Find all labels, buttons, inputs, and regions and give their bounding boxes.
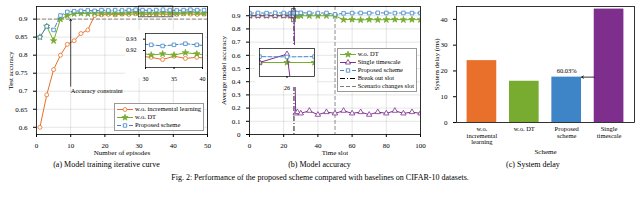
svg-text:Proposedscheme: Proposedscheme xyxy=(555,125,580,139)
svg-text:0.1: 0.1 xyxy=(232,118,241,126)
html-text:Fig. 2: Performance of the pro: Fig. 2: Performance of the proposed sche… xyxy=(171,173,469,182)
svg-text:Singletimescale: Singletimescale xyxy=(597,125,622,139)
html-text:Single timescale: Single timescale xyxy=(357,58,401,65)
svg-text:0.8: 0.8 xyxy=(232,25,241,33)
svg-text:60: 60 xyxy=(349,142,357,150)
svg-text:0: 0 xyxy=(35,142,39,150)
html-text:(b) Model accuracy: (b) Model accuracy xyxy=(288,160,351,169)
svg-text:0: 0 xyxy=(237,131,241,139)
svg-text:0.75: 0.75 xyxy=(15,69,28,77)
svg-text:10: 10 xyxy=(441,93,449,101)
svg-text:0.7: 0.7 xyxy=(19,87,28,95)
svg-text:0.2: 0.2 xyxy=(232,104,241,112)
svg-text:30: 30 xyxy=(135,142,143,151)
svg-text:0.6: 0.6 xyxy=(19,124,28,132)
svg-text:Average model accuracy: Average model accuracy xyxy=(220,35,228,105)
html-text:w.o. DT: w.o. DT xyxy=(357,50,379,57)
html-text:Scenario changes slot: Scenario changes slot xyxy=(357,82,414,89)
svg-text:0.4: 0.4 xyxy=(232,78,241,86)
svg-text:0.92: 0.92 xyxy=(126,47,137,53)
svg-text:20: 20 xyxy=(441,67,449,75)
svg-text:0.9: 0.9 xyxy=(19,15,28,23)
html-text:Proposed scheme: Proposed scheme xyxy=(357,66,403,73)
svg-text:30: 30 xyxy=(441,41,449,49)
svg-text:Scheme: Scheme xyxy=(534,148,556,156)
html-text:(a) Model training iterative c: (a) Model training iterative curve xyxy=(53,160,160,169)
svg-text:0.7: 0.7 xyxy=(232,38,241,46)
svg-text:100: 100 xyxy=(415,142,426,150)
svg-text:40: 40 xyxy=(200,76,206,82)
html-text:w.o. DT: w.o. DT xyxy=(135,113,157,120)
svg-text:60.03%: 60.03% xyxy=(557,67,578,74)
svg-text:w.o.incrementallearning: w.o.incrementallearning xyxy=(467,125,498,145)
html-text:w.o. incremental learning: w.o. incremental learning xyxy=(135,105,201,112)
svg-text:10: 10 xyxy=(67,142,75,150)
svg-text:0.93: 0.93 xyxy=(126,36,137,42)
svg-text:40: 40 xyxy=(170,142,178,150)
svg-text:Number of episodes: Number of episodes xyxy=(94,149,151,157)
svg-text:0.9: 0.9 xyxy=(232,12,241,20)
svg-text:30: 30 xyxy=(143,76,149,82)
svg-text:Test accuracy: Test accuracy xyxy=(7,51,15,90)
html-text:Break out slot: Break out slot xyxy=(357,74,395,81)
svg-text:20: 20 xyxy=(101,142,109,151)
svg-text:50: 50 xyxy=(204,142,212,150)
html-text:Proposed scheme: Proposed scheme xyxy=(135,121,181,128)
svg-text:w.o. DT: w.o. DT xyxy=(514,125,535,132)
svg-text:0.65: 0.65 xyxy=(15,106,28,114)
svg-text:0: 0 xyxy=(248,142,252,150)
svg-text:0.8: 0.8 xyxy=(19,51,28,59)
svg-text:0: 0 xyxy=(444,119,448,127)
svg-text:0.5: 0.5 xyxy=(232,65,241,73)
svg-text:20: 20 xyxy=(280,142,288,150)
svg-text:Accuracy constraint: Accuracy constraint xyxy=(71,87,123,94)
svg-text:0.85: 0.85 xyxy=(15,33,28,41)
svg-text:Time slot: Time slot xyxy=(322,149,348,157)
svg-text:0.3: 0.3 xyxy=(232,91,241,99)
svg-text:26: 26 xyxy=(284,85,290,91)
svg-text:40: 40 xyxy=(314,142,322,150)
svg-text:0.6: 0.6 xyxy=(232,52,241,60)
svg-text:System delay (ms): System delay (ms) xyxy=(433,38,441,91)
svg-text:35: 35 xyxy=(171,76,177,82)
html-text:(c) System delay: (c) System delay xyxy=(506,160,560,169)
svg-text:40: 40 xyxy=(441,16,449,24)
svg-text:80: 80 xyxy=(383,142,391,150)
